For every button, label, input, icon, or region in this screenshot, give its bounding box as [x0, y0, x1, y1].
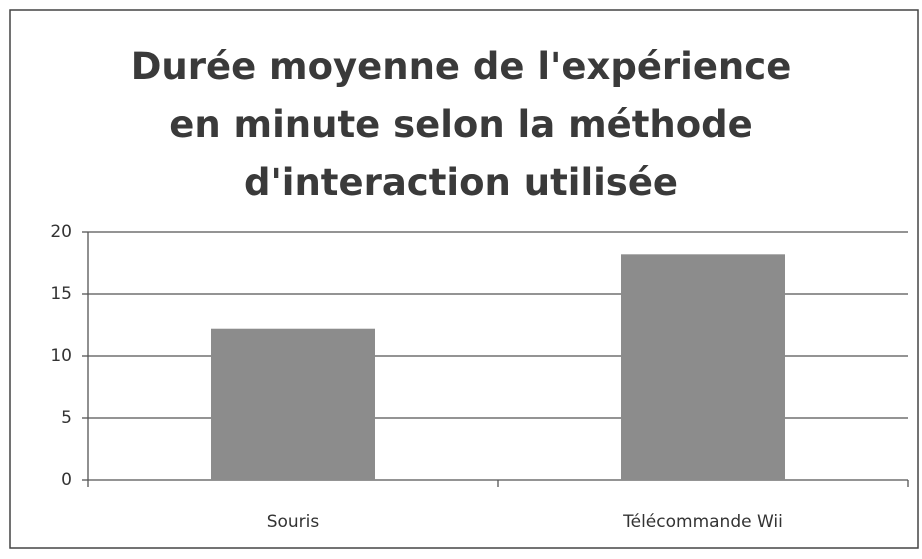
bar — [621, 254, 785, 480]
y-tick-label: 0 — [61, 470, 72, 490]
y-tick-label: 15 — [50, 284, 72, 304]
chart-border — [9, 9, 919, 549]
x-tick-label: Souris — [267, 512, 320, 532]
y-tick-label: 20 — [50, 222, 72, 242]
y-tick-label: 5 — [61, 408, 72, 428]
bar — [211, 328, 375, 480]
y-tick-label: 10 — [50, 346, 72, 366]
x-tick-label: Télécommande Wii — [622, 512, 783, 532]
chart-title: Durée moyenne de l'expérience en minute … — [130, 45, 792, 204]
